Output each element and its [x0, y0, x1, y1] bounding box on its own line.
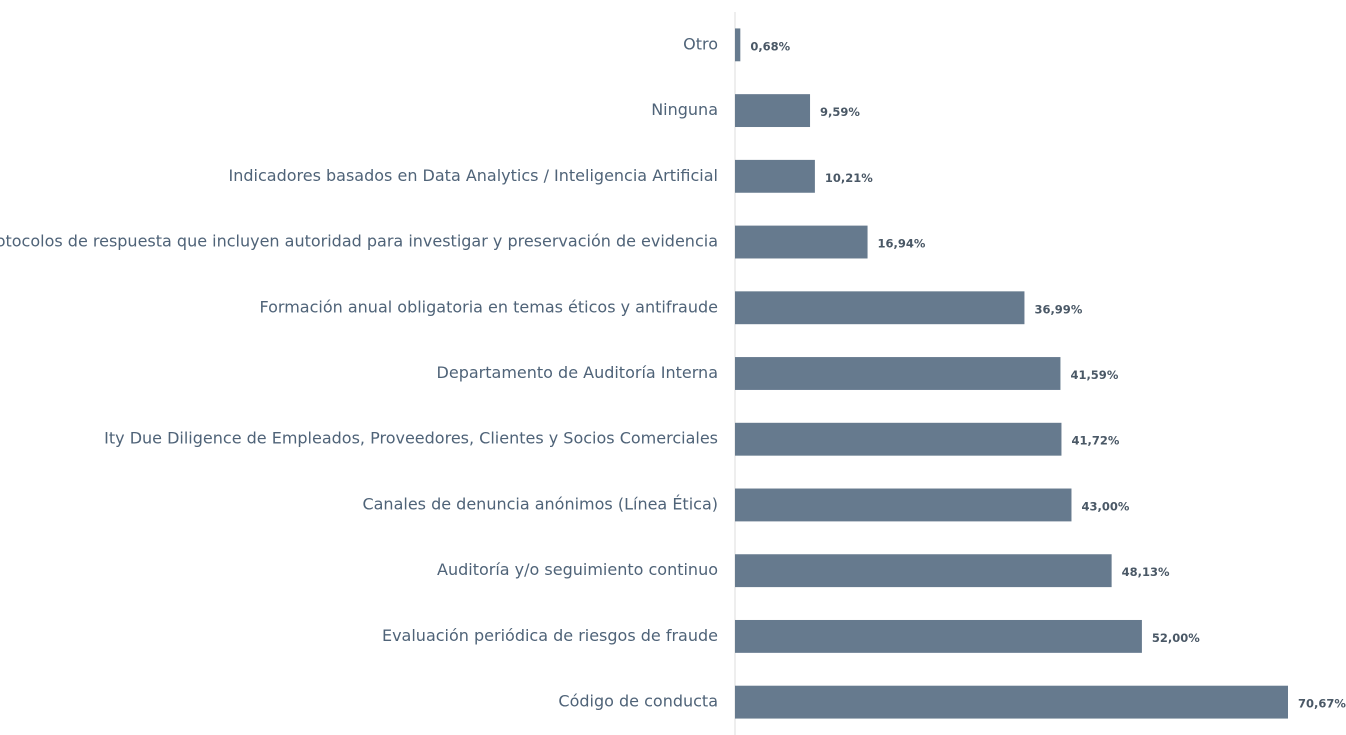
- value-label: 52,00%: [1152, 631, 1200, 645]
- category-label: Indicadores basados en Data Analytics / …: [229, 166, 719, 185]
- bar: [735, 94, 811, 128]
- value-label: 70,67%: [1298, 697, 1346, 711]
- category-label: Canales de denuncia anónimos (Línea Étic…: [362, 494, 718, 513]
- bar: [735, 225, 868, 259]
- bar: [735, 685, 1288, 719]
- bar: [735, 291, 1025, 325]
- bar: [735, 28, 741, 62]
- bar: [735, 422, 1062, 456]
- value-label: 10,21%: [825, 171, 873, 185]
- value-label: 36,99%: [1034, 302, 1082, 316]
- value-label: 48,13%: [1122, 565, 1170, 579]
- category-label: Evaluación periódica de riesgos de fraud…: [382, 626, 718, 645]
- value-label: 41,72%: [1071, 434, 1119, 448]
- value-label: 0,68%: [750, 39, 790, 53]
- category-label: Protocolos de respuesta que incluyen aut…: [0, 232, 718, 251]
- bar: [735, 488, 1072, 522]
- value-label: 43,00%: [1081, 499, 1129, 513]
- value-label: 9,59%: [820, 105, 860, 119]
- bar: [735, 357, 1061, 390]
- bar: [735, 554, 1112, 588]
- value-label: 41,59%: [1070, 368, 1118, 382]
- category-label: Ity Due Diligence de Empleados, Proveedo…: [104, 429, 718, 448]
- bar: [735, 159, 815, 193]
- category-label: Ninguna: [651, 100, 718, 119]
- bar: [735, 619, 1142, 653]
- category-label: Otro: [683, 34, 718, 53]
- category-label: Código de conducta: [558, 692, 718, 711]
- category-label: Formación anual obligatoria en temas éti…: [259, 297, 718, 316]
- category-label: Auditoría y/o seguimiento continuo: [437, 560, 718, 579]
- value-label: 16,94%: [878, 237, 926, 251]
- category-label: Departamento de Auditoría Interna: [437, 363, 718, 382]
